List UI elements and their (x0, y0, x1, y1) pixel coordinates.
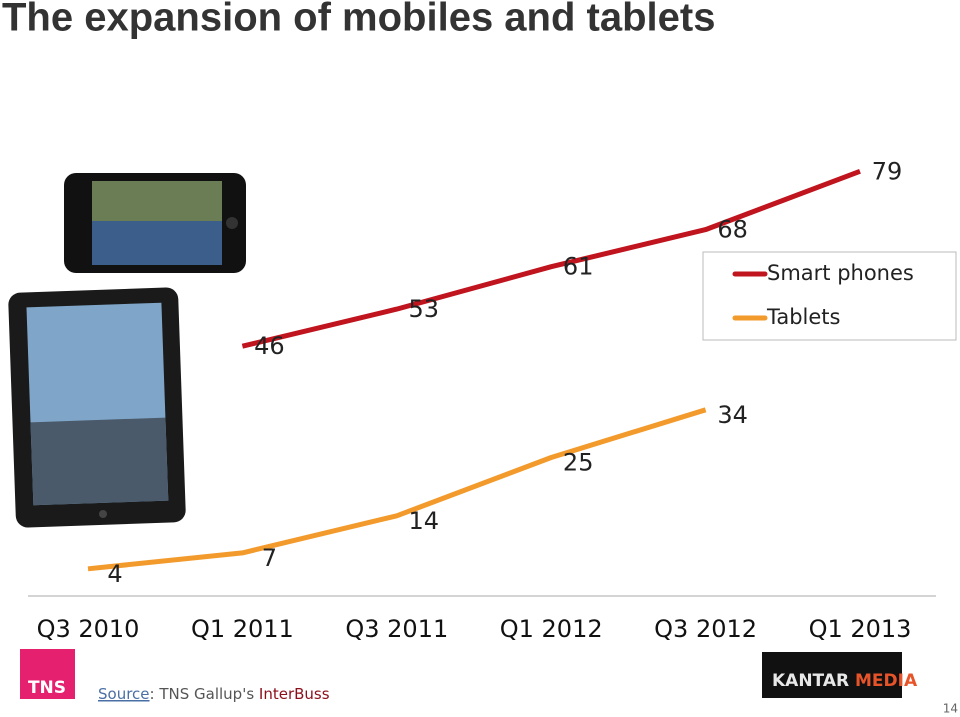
data-label: 79 (872, 157, 903, 185)
tns-logo-text: TNS (28, 678, 66, 698)
x-tick-label: Q1 2011 (191, 615, 294, 643)
data-label: 46 (254, 332, 285, 360)
phone-image (64, 173, 246, 273)
series-line (241, 168, 861, 349)
x-tick-label: Q3 2012 (654, 615, 757, 643)
data-label: 53 (409, 295, 440, 323)
data-label: 7 (262, 544, 277, 572)
kantar-logo (762, 652, 902, 698)
x-tick-label: Q1 2013 (809, 615, 912, 643)
source-text: : TNS Gallup's (150, 685, 259, 703)
data-label: 14 (409, 507, 440, 535)
x-tick-label: Q3 2011 (345, 615, 448, 643)
legend-box (702, 251, 957, 341)
data-label: 61 (563, 253, 594, 281)
source-link[interactable]: Source (98, 685, 150, 703)
kantar-logo-text: KANTAR MEDIA (772, 671, 918, 691)
data-label: 25 (563, 449, 594, 477)
series-line (87, 407, 707, 572)
data-label: 34 (717, 401, 748, 429)
x-tick-label: Q1 2012 (500, 615, 603, 643)
chart-title: The expansion of mobiles and tablets (2, 0, 715, 40)
kantar-word: KANTAR (772, 671, 849, 691)
source-line: Source: TNS Gallup's InterBuss (98, 685, 330, 703)
legend-label: Tablets (766, 305, 840, 329)
x-tick-label: Q3 2010 (37, 615, 140, 643)
source-highlight: InterBuss (259, 685, 330, 703)
tns-logo (20, 649, 75, 699)
data-label: 68 (717, 216, 748, 244)
legend-label: Smart phones (767, 261, 914, 285)
tablet-image (8, 287, 186, 528)
media-word: MEDIA (855, 671, 918, 691)
page-number: 14 (943, 702, 958, 716)
data-label: 4 (107, 560, 122, 588)
